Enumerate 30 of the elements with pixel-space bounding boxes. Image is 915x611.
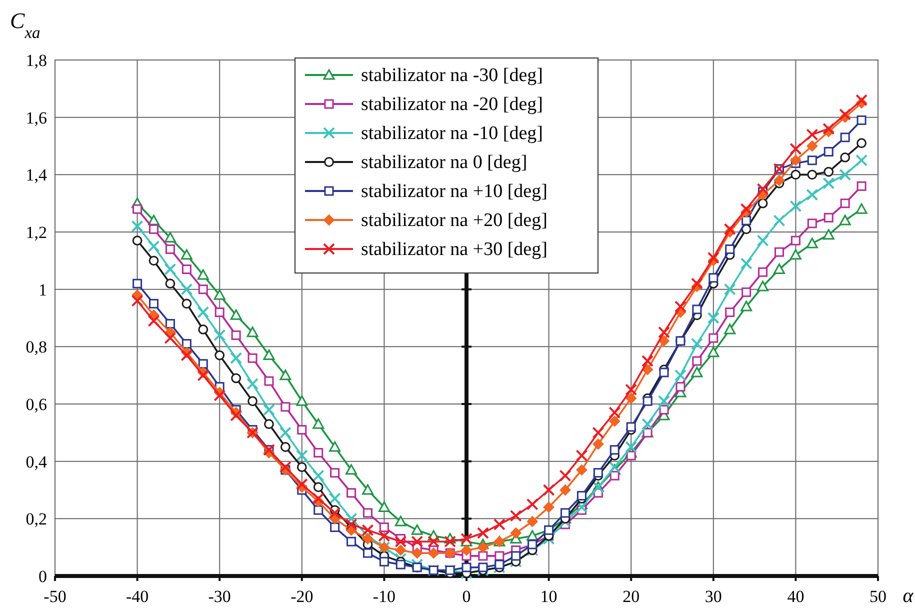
x-tick-label: -50: [44, 587, 66, 606]
y-tick-label: 1,8: [26, 51, 47, 70]
y-tick-label: 1,4: [26, 166, 48, 185]
x-tick-label: -30: [208, 587, 231, 606]
x-tick-label: 50: [870, 587, 886, 606]
legend-label: stabilizator na -20 [deg]: [361, 94, 544, 115]
x-tick-label: 30: [704, 587, 722, 606]
y-tick-label: 0,4: [26, 452, 48, 472]
y-tick-label: 1: [38, 280, 47, 300]
legend-label: stabilizator na +30 [deg]: [361, 239, 548, 260]
x-tick-label: 40: [787, 587, 804, 606]
x-tick-label: -20: [290, 587, 314, 606]
legend-label: stabilizator na +20 [deg]: [361, 210, 548, 231]
x-tick-label: 10: [540, 587, 558, 606]
x-tick-label: -40: [126, 587, 149, 606]
x-tick-label: 0: [462, 587, 471, 606]
y-axis-title: C$_{xa}$: [10, 8, 40, 42]
x-axis-title: α: [902, 585, 914, 607]
y-tick-label: 0: [38, 567, 47, 586]
legend-label: stabilizator na -30 [deg]: [361, 65, 544, 86]
y-tick-label: 1,6: [26, 108, 47, 128]
y-tick-label: 0,2: [26, 510, 47, 529]
y-tick-label: 1,2: [26, 223, 47, 242]
y-tick-label: 0,6: [26, 395, 47, 414]
x-tick-label: 20: [622, 587, 640, 606]
legend-label: stabilizator na 0 [deg]: [361, 152, 528, 173]
y-tick-label: 0,8: [26, 338, 47, 357]
x-tick-label: -10: [372, 587, 396, 606]
legend-label: stabilizator na +10 [deg]: [361, 181, 548, 202]
legend-label: stabilizator na -10 [deg]: [361, 123, 544, 144]
